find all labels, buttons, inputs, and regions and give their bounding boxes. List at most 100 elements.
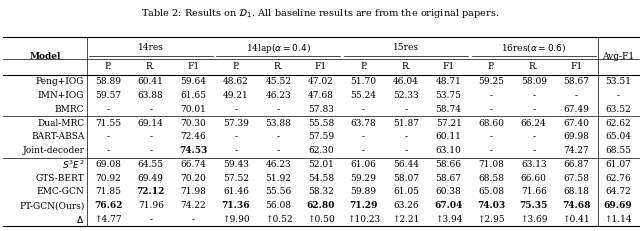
Text: P.: P.	[104, 63, 112, 71]
Text: 67.49: 67.49	[563, 105, 589, 114]
Text: 61.65: 61.65	[180, 91, 206, 100]
Text: 63.13: 63.13	[521, 160, 547, 169]
Text: 67.04: 67.04	[435, 201, 463, 210]
Text: BMRC: BMRC	[55, 105, 84, 114]
Text: ↑3.69: ↑3.69	[520, 215, 547, 224]
Text: GTS-BERT: GTS-BERT	[36, 174, 84, 183]
Text: $\Delta$: $\Delta$	[76, 214, 84, 225]
Text: -: -	[192, 215, 195, 224]
Text: 74.68: 74.68	[562, 201, 591, 210]
Text: -: -	[532, 146, 535, 155]
Text: 51.70: 51.70	[351, 77, 376, 86]
Text: 58.09: 58.09	[521, 77, 547, 86]
Text: 58.67: 58.67	[563, 77, 589, 86]
Text: 59.89: 59.89	[351, 188, 376, 197]
Text: 14lap($\alpha=0.4$): 14lap($\alpha=0.4$)	[246, 41, 311, 55]
Text: 71.98: 71.98	[180, 188, 206, 197]
Text: 66.60: 66.60	[521, 174, 547, 183]
Text: F1: F1	[188, 63, 199, 71]
Text: 63.88: 63.88	[138, 91, 164, 100]
Text: -: -	[532, 132, 535, 141]
Text: 15res: 15res	[393, 43, 419, 52]
Text: 74.22: 74.22	[180, 201, 206, 210]
Text: -: -	[234, 132, 237, 141]
Text: 68.58: 68.58	[478, 174, 504, 183]
Text: 51.92: 51.92	[266, 174, 291, 183]
Text: PT-GCN(Ours): PT-GCN(Ours)	[19, 201, 84, 210]
Text: -: -	[404, 105, 408, 114]
Text: -: -	[277, 146, 280, 155]
Text: 62.80: 62.80	[307, 201, 335, 210]
Text: 62.62: 62.62	[605, 119, 631, 128]
Text: 71.55: 71.55	[95, 119, 121, 128]
Text: 47.02: 47.02	[308, 77, 334, 86]
Text: 58.74: 58.74	[436, 105, 461, 114]
Text: ↑0.41: ↑0.41	[563, 215, 590, 224]
Text: 59.43: 59.43	[223, 160, 249, 169]
Text: 14res: 14res	[138, 43, 164, 52]
Text: ↑2.21: ↑2.21	[392, 215, 420, 224]
Text: -: -	[149, 146, 152, 155]
Text: 52.33: 52.33	[393, 91, 419, 100]
Text: -: -	[234, 105, 237, 114]
Text: 56.08: 56.08	[266, 201, 291, 210]
Text: P.: P.	[488, 63, 495, 71]
Text: -: -	[575, 91, 578, 100]
Text: -: -	[532, 91, 535, 100]
Text: 62.76: 62.76	[605, 174, 631, 183]
Text: Joint-decoder: Joint-decoder	[22, 146, 84, 155]
Text: 72.12: 72.12	[136, 188, 165, 197]
Text: 48.71: 48.71	[436, 77, 461, 86]
Text: R.: R.	[529, 63, 538, 71]
Text: 66.24: 66.24	[521, 119, 547, 128]
Text: 63.52: 63.52	[605, 105, 631, 114]
Text: 58.66: 58.66	[436, 160, 461, 169]
Text: $S^3E^2$: $S^3E^2$	[62, 158, 84, 171]
Text: 69.98: 69.98	[563, 132, 589, 141]
Text: F1: F1	[443, 63, 454, 71]
Text: P.: P.	[232, 63, 239, 71]
Text: 49.21: 49.21	[223, 91, 249, 100]
Text: 75.35: 75.35	[520, 201, 548, 210]
Text: 61.46: 61.46	[223, 188, 249, 197]
Text: BART-ABSA: BART-ABSA	[31, 132, 84, 141]
Text: 72.46: 72.46	[180, 132, 206, 141]
Text: 59.64: 59.64	[180, 77, 206, 86]
Text: 56.44: 56.44	[393, 160, 419, 169]
Text: 69.08: 69.08	[95, 160, 121, 169]
Text: ↑2.95: ↑2.95	[477, 215, 505, 224]
Text: 53.75: 53.75	[436, 91, 461, 100]
Text: ↑1.14: ↑1.14	[604, 215, 632, 224]
Text: 46.23: 46.23	[266, 91, 291, 100]
Text: -: -	[107, 105, 109, 114]
Text: 65.08: 65.08	[478, 188, 504, 197]
Text: 71.85: 71.85	[95, 188, 121, 197]
Text: 71.08: 71.08	[478, 160, 504, 169]
Text: -: -	[107, 132, 109, 141]
Text: -: -	[617, 91, 620, 100]
Text: IMN+IOG: IMN+IOG	[38, 91, 84, 100]
Text: 53.88: 53.88	[266, 119, 291, 128]
Text: -: -	[532, 105, 535, 114]
Text: Peng+IOG: Peng+IOG	[36, 77, 84, 86]
Text: -: -	[490, 91, 493, 100]
Text: 58.32: 58.32	[308, 188, 334, 197]
Text: 64.55: 64.55	[138, 160, 164, 169]
Text: 58.67: 58.67	[436, 174, 461, 183]
Text: 55.24: 55.24	[351, 91, 376, 100]
Text: 59.25: 59.25	[478, 77, 504, 86]
Text: 71.36: 71.36	[221, 201, 250, 210]
Text: 57.21: 57.21	[436, 119, 461, 128]
Text: -: -	[277, 132, 280, 141]
Text: 57.83: 57.83	[308, 105, 334, 114]
Text: 69.49: 69.49	[138, 174, 164, 183]
Text: 66.74: 66.74	[180, 160, 206, 169]
Text: 69.14: 69.14	[138, 119, 164, 128]
Text: 63.26: 63.26	[393, 201, 419, 210]
Text: ↑4.77: ↑4.77	[94, 215, 122, 224]
Text: R.: R.	[401, 63, 411, 71]
Text: 68.60: 68.60	[478, 119, 504, 128]
Text: 53.51: 53.51	[605, 77, 631, 86]
Text: -: -	[404, 146, 408, 155]
Text: ↑3.94: ↑3.94	[435, 215, 462, 224]
